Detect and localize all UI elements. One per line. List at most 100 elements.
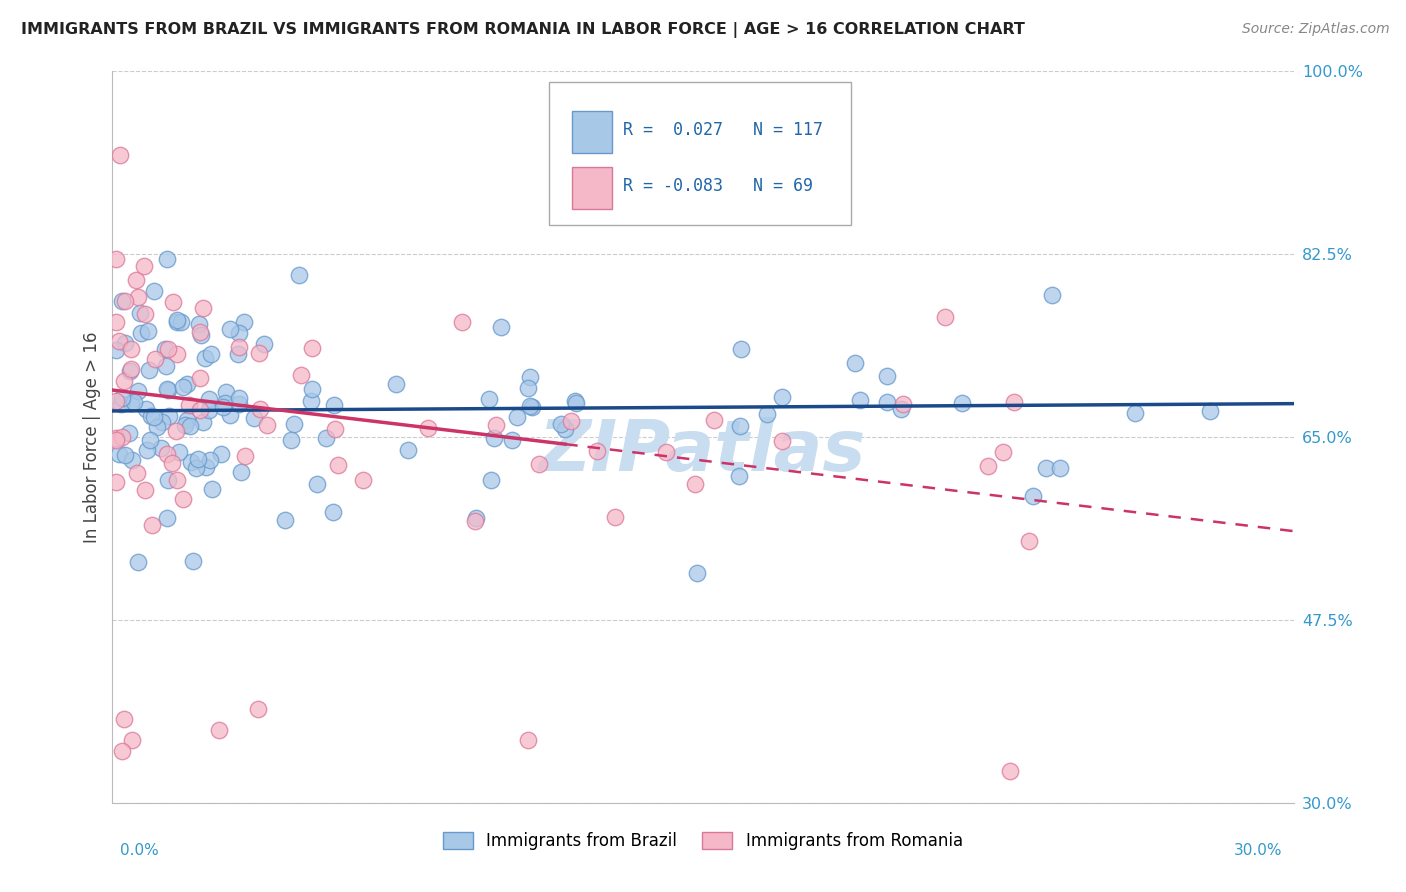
Point xyxy=(111,743,134,757)
Point xyxy=(139,433,162,447)
Point xyxy=(127,556,149,570)
Point xyxy=(703,412,725,426)
Point xyxy=(156,252,179,267)
Point xyxy=(193,415,215,429)
Point xyxy=(249,402,271,417)
Point xyxy=(728,419,751,434)
Point xyxy=(283,417,305,432)
Point xyxy=(585,443,607,458)
Point xyxy=(890,402,912,417)
Point xyxy=(155,359,177,373)
Point xyxy=(233,315,256,329)
FancyBboxPatch shape xyxy=(572,111,612,153)
Point xyxy=(194,351,217,366)
Point xyxy=(1022,489,1045,503)
Point xyxy=(120,362,142,376)
FancyBboxPatch shape xyxy=(572,167,612,209)
Point xyxy=(215,384,238,399)
Point xyxy=(112,712,135,726)
Point xyxy=(416,421,439,435)
Point xyxy=(307,477,329,491)
Point xyxy=(188,325,211,339)
Point xyxy=(520,401,543,415)
Point xyxy=(107,334,129,348)
Point xyxy=(322,398,344,412)
Point xyxy=(121,733,143,747)
Point xyxy=(565,396,588,410)
Point xyxy=(190,371,212,385)
Point xyxy=(155,342,177,356)
Point xyxy=(655,445,678,459)
Point xyxy=(315,431,337,445)
Point xyxy=(200,347,222,361)
Point xyxy=(301,382,323,396)
Point xyxy=(127,290,149,304)
Point xyxy=(110,397,132,411)
Point xyxy=(385,376,408,391)
Point xyxy=(527,457,550,471)
Point xyxy=(145,419,167,434)
Point xyxy=(134,307,156,321)
Point xyxy=(121,453,143,467)
Point xyxy=(1018,533,1040,548)
Point xyxy=(564,393,586,408)
Point xyxy=(464,511,486,525)
Point xyxy=(218,322,240,336)
Point xyxy=(114,448,136,462)
Point xyxy=(166,347,188,361)
Point xyxy=(166,313,188,327)
Point xyxy=(156,342,179,356)
Point xyxy=(157,474,180,488)
Point xyxy=(1040,288,1063,302)
Point xyxy=(162,294,184,309)
Point xyxy=(105,343,128,358)
Point xyxy=(135,442,157,457)
Point xyxy=(218,409,240,423)
Text: R =  0.027   N = 117: R = 0.027 N = 117 xyxy=(623,121,823,139)
Point xyxy=(491,319,513,334)
Text: 0.0%: 0.0% xyxy=(120,843,159,858)
Point xyxy=(184,460,207,475)
Point xyxy=(198,453,221,467)
Point xyxy=(208,723,231,737)
Point xyxy=(122,395,145,409)
Point xyxy=(138,363,160,377)
Point xyxy=(243,410,266,425)
Point xyxy=(127,384,149,398)
Point xyxy=(198,402,221,417)
Point xyxy=(136,324,159,338)
Point xyxy=(482,431,505,445)
Point xyxy=(191,301,214,315)
Point xyxy=(1198,404,1220,418)
Point xyxy=(114,336,136,351)
Point xyxy=(107,447,129,461)
Point xyxy=(977,458,1000,473)
Point xyxy=(179,418,201,433)
Point xyxy=(325,422,347,436)
Point xyxy=(188,403,211,417)
Point xyxy=(105,394,128,409)
Point xyxy=(156,511,179,525)
Point xyxy=(226,347,249,361)
Point xyxy=(160,457,183,471)
Point xyxy=(849,393,872,408)
Point xyxy=(998,764,1021,779)
Point xyxy=(477,392,499,406)
Point xyxy=(105,431,128,445)
Point xyxy=(501,433,523,447)
Point xyxy=(876,395,898,409)
Point xyxy=(844,356,866,370)
Point xyxy=(152,415,174,429)
FancyBboxPatch shape xyxy=(550,82,851,225)
Point xyxy=(247,346,270,360)
Point xyxy=(166,424,188,438)
Point xyxy=(479,474,502,488)
Point xyxy=(728,468,751,483)
Point xyxy=(464,514,486,528)
Point xyxy=(176,376,198,391)
Point xyxy=(326,458,349,473)
Point xyxy=(550,417,572,431)
Point xyxy=(110,148,132,162)
Point xyxy=(172,491,194,506)
Point xyxy=(1123,406,1146,420)
